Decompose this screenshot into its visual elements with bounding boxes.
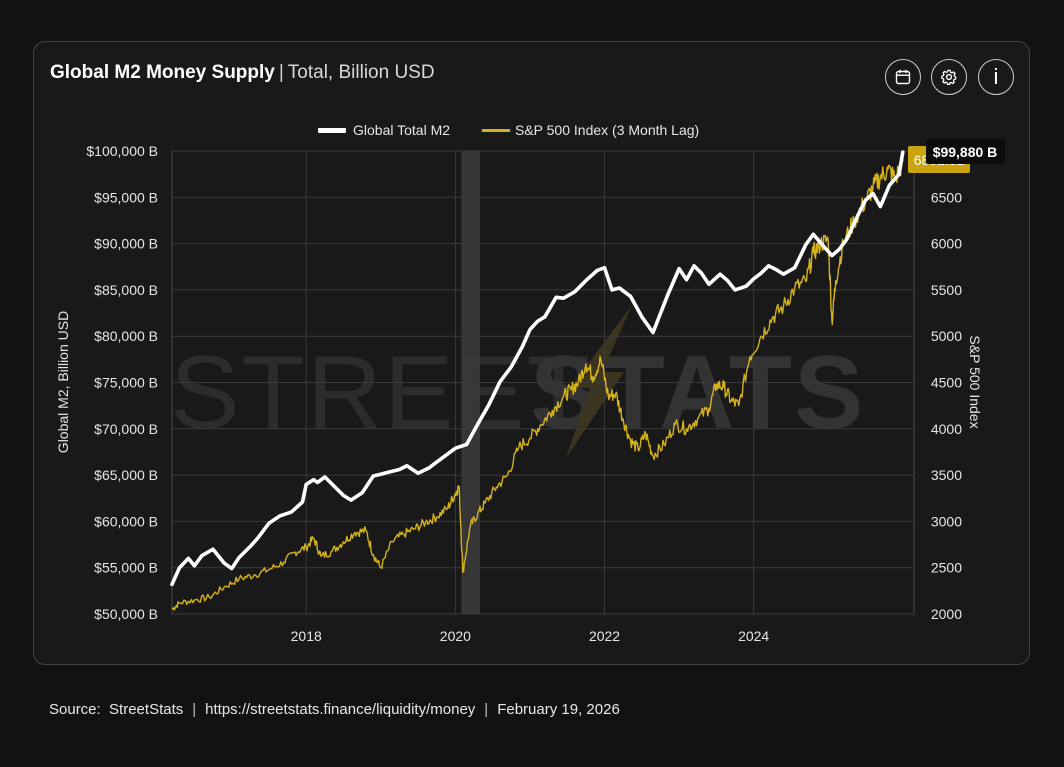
right-tick-label: 5000	[931, 328, 962, 344]
legend-spx-label: S&P 500 Index (3 Month Lag)	[515, 122, 699, 138]
left-tick-label: $55,000 B	[94, 560, 158, 576]
right-tick-label: 3000	[931, 513, 962, 529]
source-label: Source:	[49, 701, 101, 718]
axes-layer: $50,000 B $55,000 B $60,000 B $65,000 B $70,…	[55, 143, 983, 644]
right-tick-label: 6500	[931, 189, 962, 205]
left-tick-label: $60,000 B	[94, 513, 158, 529]
watermark-street: STREET	[170, 335, 592, 451]
info-button[interactable]: i	[978, 59, 1014, 95]
watermark-bolt-icon	[566, 305, 632, 458]
x-tick-label: 2020	[440, 628, 471, 644]
x-tick-label: 2022	[589, 628, 620, 644]
x-tick-label: 2018	[291, 628, 322, 644]
m2-last-label: $99,880 B	[933, 144, 998, 160]
m2-last-badge	[926, 139, 1005, 164]
left-tick-label: $65,000 B	[94, 467, 158, 483]
watermark-stats: STATS	[530, 335, 865, 451]
left-tick-label: $70,000 B	[94, 421, 158, 437]
legend-spx-swatch	[482, 129, 510, 132]
source-date: February 19, 2026	[497, 701, 620, 718]
gear-icon	[941, 69, 957, 86]
grid-layer	[171, 150, 915, 615]
title-separator: |	[278, 62, 284, 83]
chart-title: Global M2 Money Supply | Total, Billion US…	[50, 62, 435, 84]
calendar-button[interactable]	[885, 59, 921, 95]
page-title: Global M2 Money Supply	[50, 62, 275, 83]
right-tick-label: 3500	[931, 467, 962, 483]
right-tick-label: 2500	[931, 560, 962, 576]
source-name: StreetStats	[109, 701, 184, 718]
right-axis-title: S&P 500 Index	[967, 335, 983, 428]
x-tick-label: 2024	[738, 628, 769, 644]
legend-m2-label: Global Total M2	[353, 122, 450, 138]
source-url[interactable]: https://streetstats.finance/liquidity/mo…	[205, 701, 476, 718]
right-tick-label: 4000	[931, 421, 962, 437]
spx-series-line	[171, 153, 904, 611]
series-layer	[170, 150, 905, 611]
left-tick-label: $95,000 B	[94, 189, 158, 205]
legend-m2-swatch	[318, 128, 346, 133]
source-footer: Source: StreetStats | https://streetstats.…	[49, 701, 620, 718]
left-tick-label: $50,000 B	[94, 606, 158, 622]
right-tick-label: 5500	[931, 282, 962, 298]
left-tick-label: $85,000 B	[94, 282, 158, 298]
left-tick-label: $75,000 B	[94, 375, 158, 391]
left-tick-label: $90,000 B	[94, 236, 158, 252]
settings-button[interactable]	[931, 59, 967, 95]
m2-series-line	[170, 150, 905, 587]
legend: Global Total M2 S&P 500 Index (3 Month La…	[318, 122, 699, 138]
left-tick-label: $100,000 B	[86, 143, 158, 159]
right-tick-label: 2000	[931, 606, 962, 622]
left-axis-title: Global M2, Billion USD	[55, 311, 71, 453]
left-tick-label: $80,000 B	[94, 328, 158, 344]
calendar-icon	[895, 69, 911, 85]
end-labels: 6881.32$99,880 B	[908, 139, 1005, 173]
info-icon: i	[993, 64, 999, 89]
page-subtitle: Total, Billion USD	[287, 62, 435, 83]
right-tick-label: 4500	[931, 375, 962, 391]
right-tick-label: 6000	[931, 236, 962, 252]
